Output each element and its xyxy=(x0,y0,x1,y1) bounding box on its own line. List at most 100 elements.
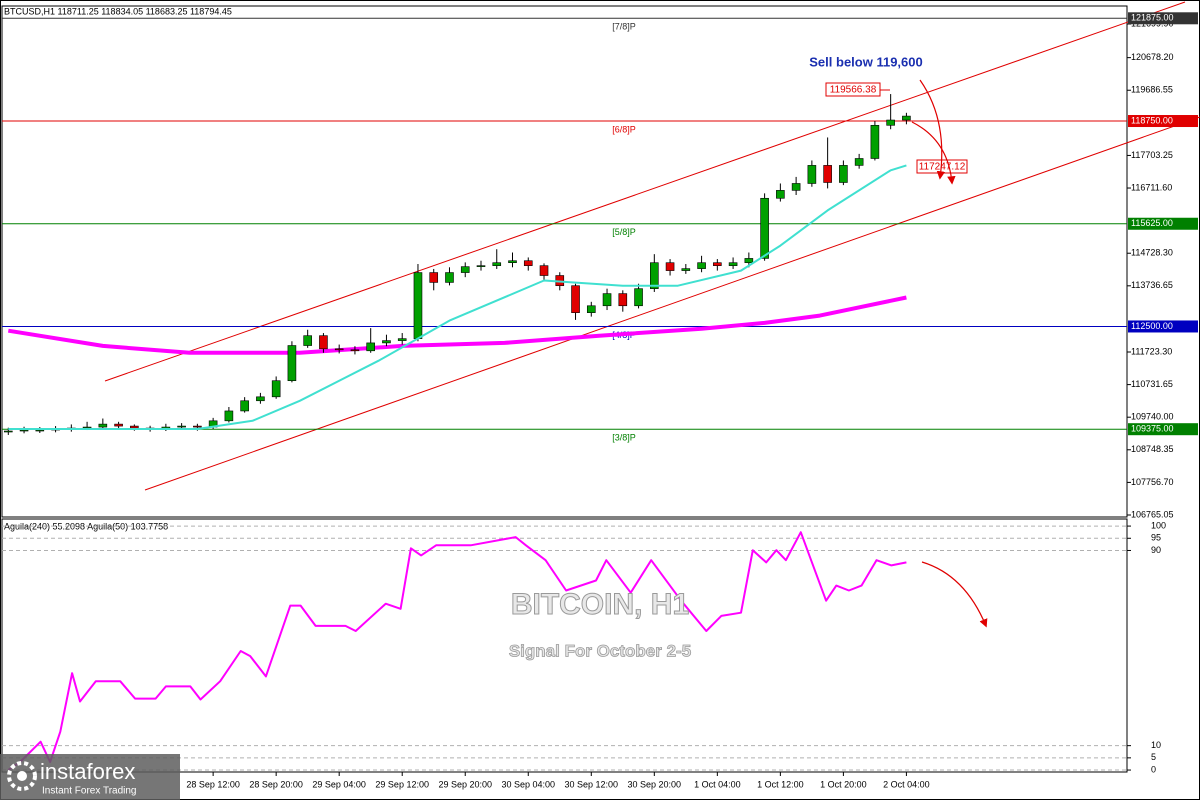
y-tick-label: 111723.30 xyxy=(1131,346,1172,356)
logo-icon xyxy=(7,761,37,791)
x-tick-label: 29 Sep 12:00 xyxy=(375,779,429,789)
y-tick-label: 10 xyxy=(1151,740,1161,750)
level-label-box xyxy=(1128,423,1198,436)
candle-body xyxy=(602,293,612,307)
candle-body xyxy=(902,115,911,121)
level-label: 109375.00 xyxy=(1131,424,1174,434)
candle-body xyxy=(697,262,706,269)
candle-body xyxy=(791,183,801,191)
candle-body xyxy=(460,266,470,273)
candle-body xyxy=(665,262,675,271)
candle-body xyxy=(4,430,13,433)
indicator-line xyxy=(7,531,907,771)
x-tick-label: 2 Oct 04:00 xyxy=(883,779,930,789)
candle-body xyxy=(287,345,297,382)
y-tick-label: 110731.65 xyxy=(1131,379,1173,389)
main-panel xyxy=(1,5,1128,518)
candle-body xyxy=(508,260,517,263)
level-label-box xyxy=(1128,217,1198,230)
ma-label: 117247.12 xyxy=(919,162,966,173)
y-tick-label: 116711.60 xyxy=(1131,182,1172,192)
level-name: [5/8]P xyxy=(612,227,636,237)
overlay: Sell below 119,600 119566.38 117247.12 B… xyxy=(0,54,988,800)
x-tick-label: 28 Sep 12:00 xyxy=(186,779,240,789)
y-tick-label: 100 xyxy=(1151,520,1166,530)
y-tick-label: 5 xyxy=(1151,752,1156,762)
candle-body xyxy=(713,262,722,266)
candle-body xyxy=(618,293,628,307)
x-tick-label: 1 Oct 12:00 xyxy=(757,779,804,789)
candle-body xyxy=(760,197,769,259)
logo-box xyxy=(0,754,180,800)
candle-body xyxy=(240,400,249,412)
candle-body xyxy=(397,338,407,341)
y-tick-label: 109740.00 xyxy=(1131,412,1174,422)
candle-body xyxy=(854,158,864,166)
logo-icon xyxy=(17,771,27,781)
logo-tagline: Instant Forex Trading xyxy=(42,786,137,797)
candle-body xyxy=(35,429,45,432)
level-label: 115625.00 xyxy=(1131,218,1173,228)
candle-body xyxy=(114,423,123,427)
y-tick-label: 95 xyxy=(1151,533,1161,543)
indicator-line xyxy=(7,295,907,355)
indicator-panel xyxy=(1,518,1128,773)
candle-body xyxy=(870,124,880,159)
level-label: 112500.00 xyxy=(1131,321,1173,331)
candle-body xyxy=(19,429,29,432)
candle-body xyxy=(476,265,486,267)
candle-body xyxy=(303,335,312,346)
y-tick-label: 119686.55 xyxy=(1131,85,1173,95)
level-name: [6/8]P xyxy=(612,124,636,134)
candle-body xyxy=(728,262,738,266)
candle-body xyxy=(256,396,265,402)
level-name: [7/8]P xyxy=(612,22,636,32)
candle-body xyxy=(571,285,580,313)
candle-body xyxy=(650,262,659,289)
x-tick-label: 29 Sep 20:00 xyxy=(438,779,492,789)
x-tick-label: 29 Sep 04:00 xyxy=(312,779,366,789)
level-label-box xyxy=(1128,115,1198,128)
level-label: 118750.00 xyxy=(1131,115,1173,125)
candle-body xyxy=(586,305,596,313)
candle-body xyxy=(492,262,502,266)
x-tick-label: 30 Sep 04:00 xyxy=(501,779,555,789)
candle-body xyxy=(807,165,817,184)
candle-body xyxy=(413,272,423,339)
y-tick-label: 120678.20 xyxy=(1131,52,1174,62)
x-tick-label: 1 Oct 20:00 xyxy=(820,779,867,789)
candle-body xyxy=(193,425,202,428)
candle-body xyxy=(886,119,895,126)
arrow xyxy=(921,561,988,628)
candle-body xyxy=(523,260,533,266)
candle-body xyxy=(429,272,439,283)
channel-upper xyxy=(104,1,1186,382)
x-tick-label: 28 Sep 20:00 xyxy=(249,779,303,789)
high-label: 119566.38 xyxy=(830,85,877,96)
y-tick-label: 113736.65 xyxy=(1131,280,1173,290)
arrow xyxy=(919,79,946,180)
candle-body xyxy=(539,265,549,276)
x-tick-label: 30 Sep 20:00 xyxy=(628,779,682,789)
candle-body xyxy=(823,165,832,183)
candle-body xyxy=(634,288,643,307)
candle-body xyxy=(382,340,391,344)
x-tick-label: 1 Oct 04:00 xyxy=(694,779,741,789)
candle-body xyxy=(98,423,108,428)
plot: 121699.90120678.20119686.55117703.251167… xyxy=(2,12,1198,789)
candle-body xyxy=(130,425,139,429)
y-tick-label: 106765.05 xyxy=(1131,509,1174,519)
candle-body xyxy=(681,268,691,271)
candle-body xyxy=(839,165,848,183)
candle-body xyxy=(350,349,360,352)
level-name: [3/8]P xyxy=(612,433,636,443)
channel-lower xyxy=(144,116,1200,491)
y-tick-label: 0 xyxy=(1151,764,1156,774)
watermark-title: BITCOIN, H1 xyxy=(511,588,689,621)
y-tick-label: 114728.30 xyxy=(1131,248,1173,258)
candle-body xyxy=(334,348,344,351)
arrow xyxy=(911,121,956,185)
